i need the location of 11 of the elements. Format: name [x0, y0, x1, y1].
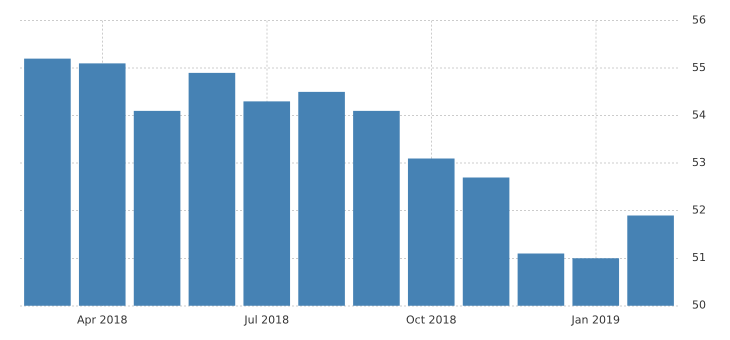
- y-tick-label: 51: [692, 251, 706, 264]
- y-tick-label: 52: [692, 204, 706, 217]
- x-tick-label: Jan 2019: [570, 313, 620, 326]
- x-tick-label: Apr 2018: [76, 313, 128, 326]
- y-tick-label: 50: [692, 298, 706, 312]
- y-tick-label: 53: [692, 156, 706, 170]
- y-tick-label: 55: [692, 60, 706, 74]
- x-tick-label: Jul 2018: [243, 313, 290, 326]
- y-tick-label: 56: [692, 13, 706, 26]
- x-tick-label: Oct 2018: [406, 313, 457, 326]
- y-tick-label: 54: [692, 108, 706, 122]
